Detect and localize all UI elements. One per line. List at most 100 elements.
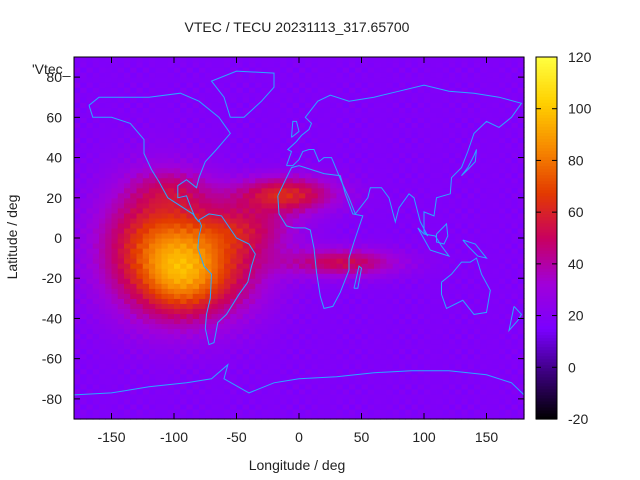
heat-cell [167, 283, 175, 289]
heat-cell [455, 403, 463, 410]
heat-cell [386, 238, 394, 244]
heat-cell [411, 338, 419, 345]
heat-cell [342, 132, 350, 139]
heat-cell [467, 253, 475, 259]
heat-cell [274, 383, 281, 390]
heat-cell [117, 398, 125, 405]
heat-cell [367, 177, 375, 184]
heat-cell [499, 87, 506, 93]
heat-cell [430, 92, 438, 98]
heat-cell [386, 222, 394, 229]
heat-cell [261, 157, 269, 164]
heat-cell [130, 378, 138, 385]
heat-cell [155, 157, 163, 164]
heat-cell [374, 202, 381, 209]
heat-cell [167, 278, 175, 284]
heat-cell [467, 403, 475, 410]
heat-cell [230, 167, 238, 174]
heat-cell [155, 112, 163, 118]
heat-cell [492, 202, 500, 209]
heat-cell [117, 192, 125, 199]
heat-cell [499, 398, 506, 405]
heat-cell [142, 313, 150, 320]
heat-cell [405, 268, 413, 274]
heat-cell [430, 353, 438, 360]
heat-cell [124, 288, 131, 294]
heat-cell [386, 137, 394, 144]
heat-cell [136, 378, 144, 385]
heat-cell [417, 313, 425, 320]
heat-cell [105, 253, 113, 259]
heat-cell [330, 363, 338, 370]
heat-cell [492, 192, 500, 199]
heat-cell [105, 393, 113, 400]
heat-cell [217, 323, 225, 330]
heat-cell [292, 107, 300, 113]
heat-cell [380, 323, 388, 330]
heat-cell [430, 413, 438, 420]
heat-cell [99, 122, 106, 128]
heat-cell [186, 308, 194, 315]
heat-cell [136, 222, 144, 229]
heat-cell [336, 187, 344, 194]
heat-cell [86, 393, 94, 400]
heat-cell [192, 363, 200, 370]
heat-cell [367, 97, 375, 103]
heat-cell [142, 288, 150, 294]
heat-cell [299, 348, 306, 355]
heat-cell [424, 142, 431, 149]
heat-cell [330, 67, 338, 73]
heat-cell [311, 162, 319, 169]
heat-cell [80, 338, 88, 345]
heat-cell [417, 172, 425, 179]
heat-cell [80, 323, 88, 330]
heat-cell [380, 293, 388, 299]
heat-cell [405, 318, 413, 325]
heat-cell [242, 323, 250, 330]
heat-cell [111, 92, 119, 98]
heat-cell [405, 112, 413, 118]
heat-cell [186, 152, 194, 159]
heat-cell [230, 318, 238, 325]
heat-cell [367, 368, 375, 375]
heat-cell [205, 253, 213, 259]
heat-cell [217, 378, 225, 385]
heat-cell [105, 92, 113, 98]
heat-cell [442, 268, 450, 274]
heat-cell [92, 72, 100, 78]
heat-cell [286, 122, 294, 128]
heat-cell [336, 263, 344, 269]
heat-cell [111, 227, 119, 234]
heat-cell [292, 212, 300, 219]
heat-cell [86, 137, 94, 144]
heat-cell [111, 403, 119, 410]
heat-cell [486, 202, 494, 209]
heat-cell [74, 348, 81, 355]
heat-cell [124, 187, 131, 194]
heat-cell [236, 333, 244, 340]
heat-cell [117, 162, 125, 169]
heat-cell [242, 343, 250, 350]
heat-cell [80, 298, 88, 304]
heat-cell [92, 192, 100, 199]
heat-cell [492, 107, 500, 113]
heat-cell [86, 343, 94, 350]
heat-cell [492, 77, 500, 83]
heat-cell [261, 107, 269, 113]
heat-cell [249, 323, 256, 330]
heat-cell [136, 283, 144, 289]
heat-cell [424, 408, 431, 415]
heat-cell [467, 388, 475, 395]
heat-cell [361, 363, 369, 370]
heat-cell [149, 288, 156, 294]
heat-cell [405, 167, 413, 174]
heat-cell [461, 243, 469, 249]
heat-cell [224, 157, 231, 164]
heat-cell [336, 278, 344, 284]
heat-cell [180, 57, 188, 63]
heat-cell [499, 127, 506, 134]
heat-cell [236, 318, 244, 325]
heat-cell [367, 398, 375, 405]
heat-cell [142, 182, 150, 189]
heat-cell [392, 192, 400, 199]
